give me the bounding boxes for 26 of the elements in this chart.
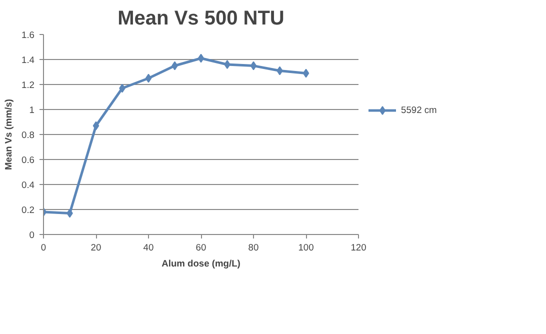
- x-tick-label: 0: [40, 242, 46, 252]
- y-tick-label: 1.2: [22, 80, 34, 90]
- x-tick-label: 40: [143, 242, 154, 252]
- point: [198, 54, 204, 63]
- x-tick-label: 20: [90, 242, 102, 252]
- y-tick-label: 0.4: [22, 180, 34, 190]
- y-tick-label: 0.6: [22, 155, 34, 165]
- x-tick-label: 100: [298, 242, 314, 252]
- y-tick-label: 1.4: [22, 55, 34, 65]
- x-tick-label: 60: [196, 242, 206, 252]
- x-tick-label: 120: [350, 242, 366, 252]
- y-tick-label: 1.6: [22, 30, 34, 40]
- y-axis-title: Mean Vs (mm/s): [4, 98, 14, 170]
- point: [145, 74, 152, 83]
- x-axis-title: Alum dose (mg/L): [162, 258, 240, 268]
- y-tick-label: 0.8: [22, 130, 34, 140]
- point: [224, 60, 230, 69]
- x-tick-label: 80: [248, 242, 259, 252]
- y-tick-label: 1: [29, 105, 35, 115]
- y-tick-label: 0: [29, 230, 35, 240]
- chart-title: Mean Vs 500 NTU: [118, 8, 284, 30]
- point: [250, 61, 257, 70]
- point: [302, 68, 310, 78]
- y-tick-label: 0.2: [22, 205, 34, 215]
- legend-label: 5592 cm: [401, 104, 437, 115]
- point: [92, 121, 100, 130]
